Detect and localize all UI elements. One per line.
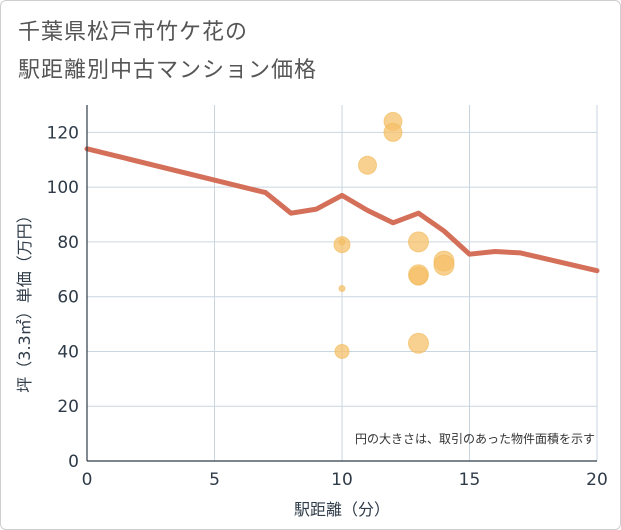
x-axis-label: 駅距離（分） <box>294 500 390 519</box>
y-tick-label: 40 <box>57 342 79 362</box>
data-bubble <box>408 332 429 354</box>
y-axis-label: 坪（3.3㎡）単価（万円） <box>15 207 34 392</box>
chart-title-line1: 千葉県松戸市竹ケ花の <box>18 20 249 45</box>
y-tick-label: 80 <box>57 233 79 253</box>
trend-line <box>84 146 600 274</box>
axes: 0 20 40 60 80 100 120 0 5 10 15 20 <box>47 105 608 490</box>
chart-title-line2: 駅距離別中古マンション価格 <box>18 58 318 83</box>
x-tick-label: 5 <box>209 470 220 490</box>
data-bubble <box>383 122 403 142</box>
trend-line-group <box>84 146 600 274</box>
x-tick-label: 0 <box>82 470 93 490</box>
y-tick-label: 100 <box>47 178 79 198</box>
x-tick-label: 20 <box>586 470 608 490</box>
data-bubble <box>358 155 377 175</box>
y-tick-label: 60 <box>57 288 79 308</box>
x-tick-label: 10 <box>331 470 353 490</box>
annotation-note: 円の大きさは、取引のあった物件面積を示す <box>355 431 595 446</box>
data-bubble <box>338 284 346 292</box>
grid <box>87 105 598 461</box>
y-tick-label: 120 <box>47 123 79 143</box>
data-bubble <box>334 343 350 359</box>
data-bubble <box>408 231 429 253</box>
x-tick-label: 15 <box>459 470 481 490</box>
data-bubble <box>338 238 346 246</box>
bubbles-group <box>333 111 455 359</box>
y-tick-label: 20 <box>57 397 79 417</box>
data-bubble <box>433 254 455 276</box>
data-bubble <box>409 266 428 286</box>
y-tick-label: 0 <box>68 452 79 472</box>
